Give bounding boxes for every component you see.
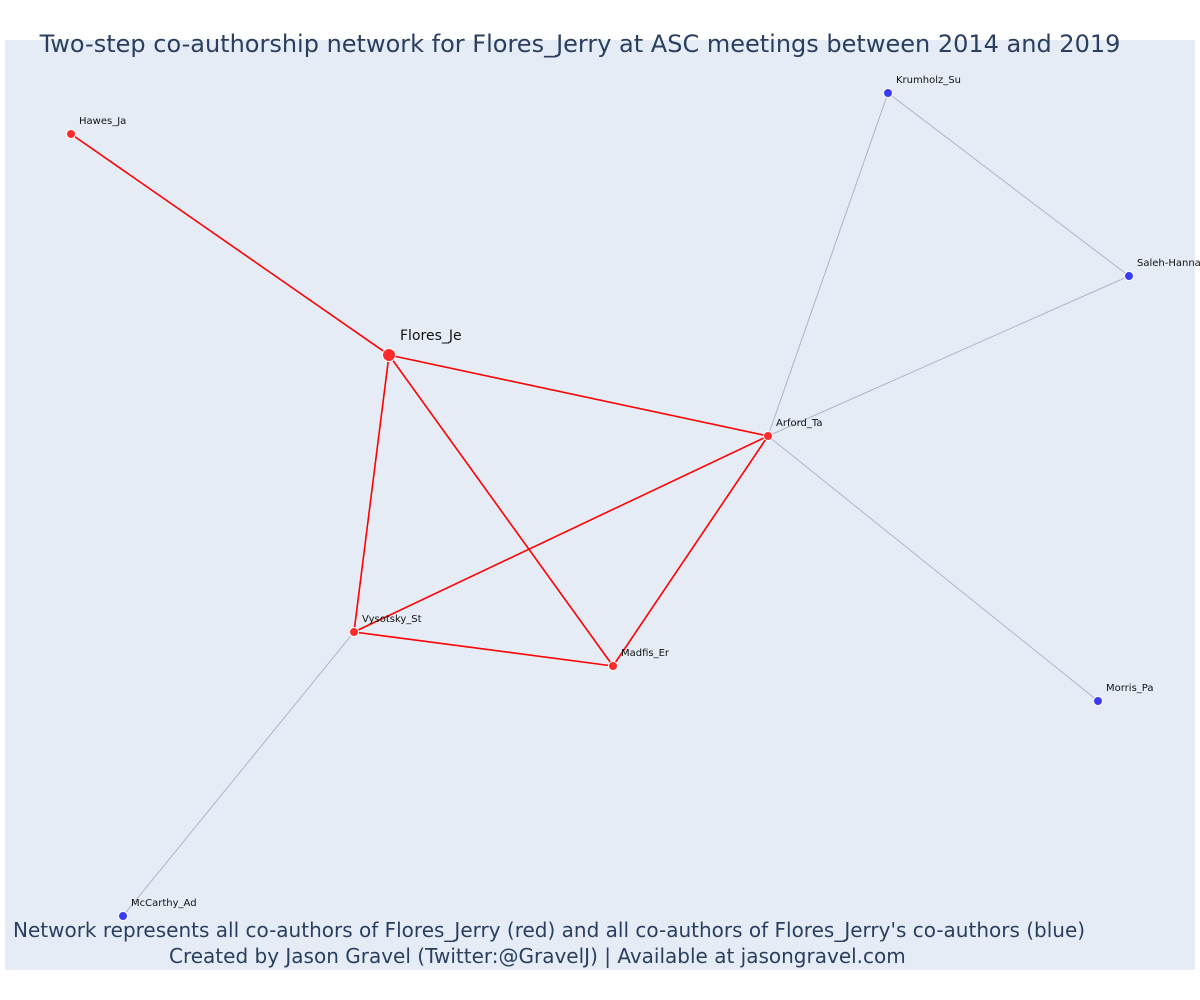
node-Krumholz_Su[interactable] [883, 88, 893, 98]
plot-background [5, 40, 1195, 970]
chart-title: Two-step co-authorship network for Flore… [39, 30, 1121, 58]
node-label-Flores_Je: Flores_Je [400, 328, 462, 344]
edge-Flores_Je-Vysotsky_St [353, 354, 390, 633]
node-McCarthy_Ad[interactable] [118, 911, 128, 921]
node-label-McCarthy_Ad: McCarthy_Ad [131, 898, 197, 909]
edge-Arford_Ta-Krumholz_Su [767, 92, 889, 437]
edge-Flores_Je-Arford_Ta [388, 354, 769, 437]
edge-Vysotsky_St-Madfis_Er [353, 631, 614, 667]
annotation-credit: Created by Jason Gravel (Twitter:@Gravel… [169, 944, 906, 968]
edge-Vysotsky_St-McCarthy_Ad [122, 631, 355, 917]
node-Morris_Pa[interactable] [1093, 696, 1103, 706]
node-Madfis_Er[interactable] [608, 661, 618, 671]
node-label-Madfis_Er: Madfis_Er [621, 648, 670, 659]
edge-Arford_Ta-Saleh-Hanna [767, 275, 1130, 437]
node-Saleh-Hanna[interactable] [1124, 271, 1134, 281]
node-label-Arford_Ta: Arford_Ta [776, 418, 822, 429]
node-Arford_Ta[interactable] [763, 431, 773, 441]
node-label-Morris_Pa: Morris_Pa [1106, 683, 1154, 694]
edge-Arford_Ta-Morris_Pa [767, 435, 1099, 702]
node-Hawes_Ja[interactable] [66, 129, 76, 139]
annotation-network-description: Network represents all co-authors of Flo… [13, 918, 1086, 942]
edge-Arford_Ta-Vysotsky_St [353, 435, 769, 633]
node-label-Saleh-Hanna: Saleh-Hanna [1137, 258, 1200, 269]
node-label-Krumholz_Su: Krumholz_Su [896, 75, 961, 86]
edge-Krumholz_Su-Saleh-Hanna [887, 92, 1130, 277]
node-Vysotsky_St[interactable] [349, 627, 359, 637]
edges-layer [70, 92, 1130, 917]
edge-Flores_Je-Madfis_Er [388, 354, 614, 667]
node-label-Vysotsky_St: Vysotsky_St [362, 614, 422, 625]
nodes-layer: Flores_Je Hawes_Ja Arford_Ta Vysotsky_St Mad… [66, 75, 1200, 921]
edge-Arford_Ta-Madfis_Er [612, 435, 769, 667]
edge-Flores_Je-Hawes_Ja [70, 133, 390, 356]
node-label-Hawes_Ja: Hawes_Ja [79, 116, 126, 127]
node-Flores_Je[interactable] [382, 348, 396, 362]
